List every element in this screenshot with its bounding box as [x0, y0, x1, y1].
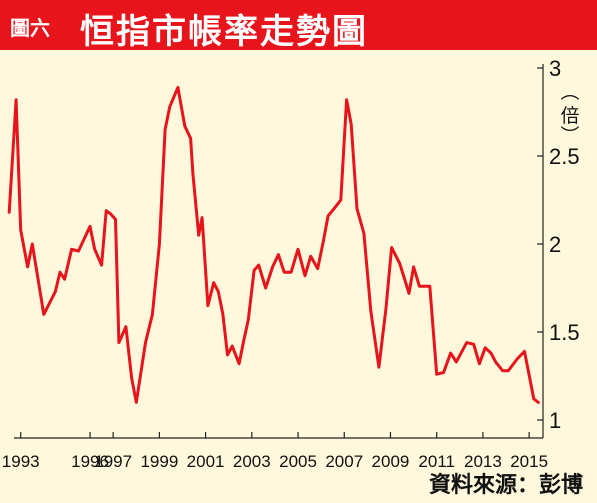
x-tick-label: 2001	[187, 452, 225, 471]
y-tick-label: 2.5	[549, 144, 580, 169]
source-note: 資料來源：彭博	[428, 472, 583, 497]
y-tick-label: 1	[549, 408, 561, 433]
x-tick-label: 1996	[71, 452, 109, 471]
x-tick-label: 2011	[418, 452, 455, 471]
figure-label: 圖六	[10, 18, 50, 40]
y-axis-label: ︵	[560, 82, 579, 103]
plot-area: 1 1.5 2 2.5 3 ︵ 倍 ︶ 1993 1996 1997 1999 2001 2003 2005…	[0, 50, 597, 503]
y-tick-label: 3	[549, 56, 561, 81]
x-tick-label: 2007	[325, 452, 363, 471]
y-axis-label-close: ︶	[560, 125, 579, 147]
x-tick-label: 2015	[510, 452, 548, 471]
y-axis-label-text: 倍	[560, 105, 579, 127]
x-tick-label: 2005	[279, 452, 317, 471]
x-tick-label: 2009	[372, 452, 410, 471]
x-tick-label: 1997	[94, 452, 132, 471]
x-tick-label: 1999	[140, 452, 178, 471]
header-bar: 圖六 恒指市帳率走勢圖	[0, 0, 597, 51]
y-tick-label: 2	[549, 232, 561, 257]
x-tick-label: 2003	[233, 452, 271, 471]
x-tick-label: 2013	[464, 452, 502, 471]
series-line	[7, 85, 540, 404]
y-tick-label: 1.5	[549, 320, 580, 345]
chart-title: 恒指市帳率走勢圖	[80, 13, 368, 51]
x-tick-label: 1993	[2, 452, 40, 471]
